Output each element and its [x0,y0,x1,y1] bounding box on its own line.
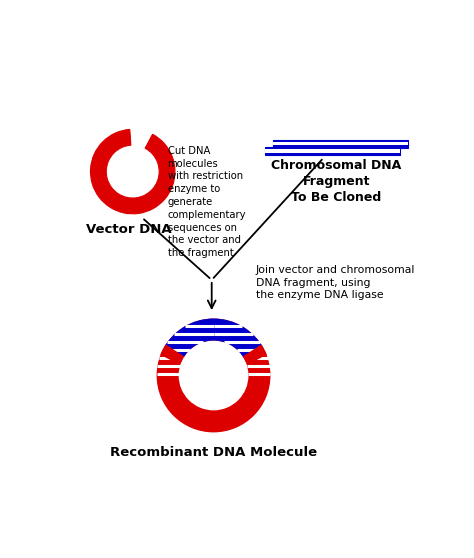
Bar [265,147,400,155]
Bar [265,150,400,152]
Bar [273,140,408,148]
Text: Cut DNA
molecules
with restriction
enzyme to
generate
complementary
sequences on: Cut DNA molecules with restriction enzym… [168,146,246,258]
Wedge shape [163,319,264,359]
Wedge shape [91,129,175,214]
Text: Recombinant DNA Molecule: Recombinant DNA Molecule [110,446,317,459]
Wedge shape [243,344,266,362]
Text: Chromosomal DNA
Fragment
To Be Cloned: Chromosomal DNA Fragment To Be Cloned [272,158,402,204]
Text: Vector DNA: Vector DNA [86,223,172,236]
Bar [273,142,408,145]
Wedge shape [161,344,184,362]
Text: Join vector and chromosomal
DNA fragment, using
the enzyme DNA ligase: Join vector and chromosomal DNA fragment… [256,265,415,300]
Polygon shape [245,349,267,365]
Polygon shape [146,135,159,151]
Polygon shape [160,349,182,365]
Polygon shape [122,130,131,145]
